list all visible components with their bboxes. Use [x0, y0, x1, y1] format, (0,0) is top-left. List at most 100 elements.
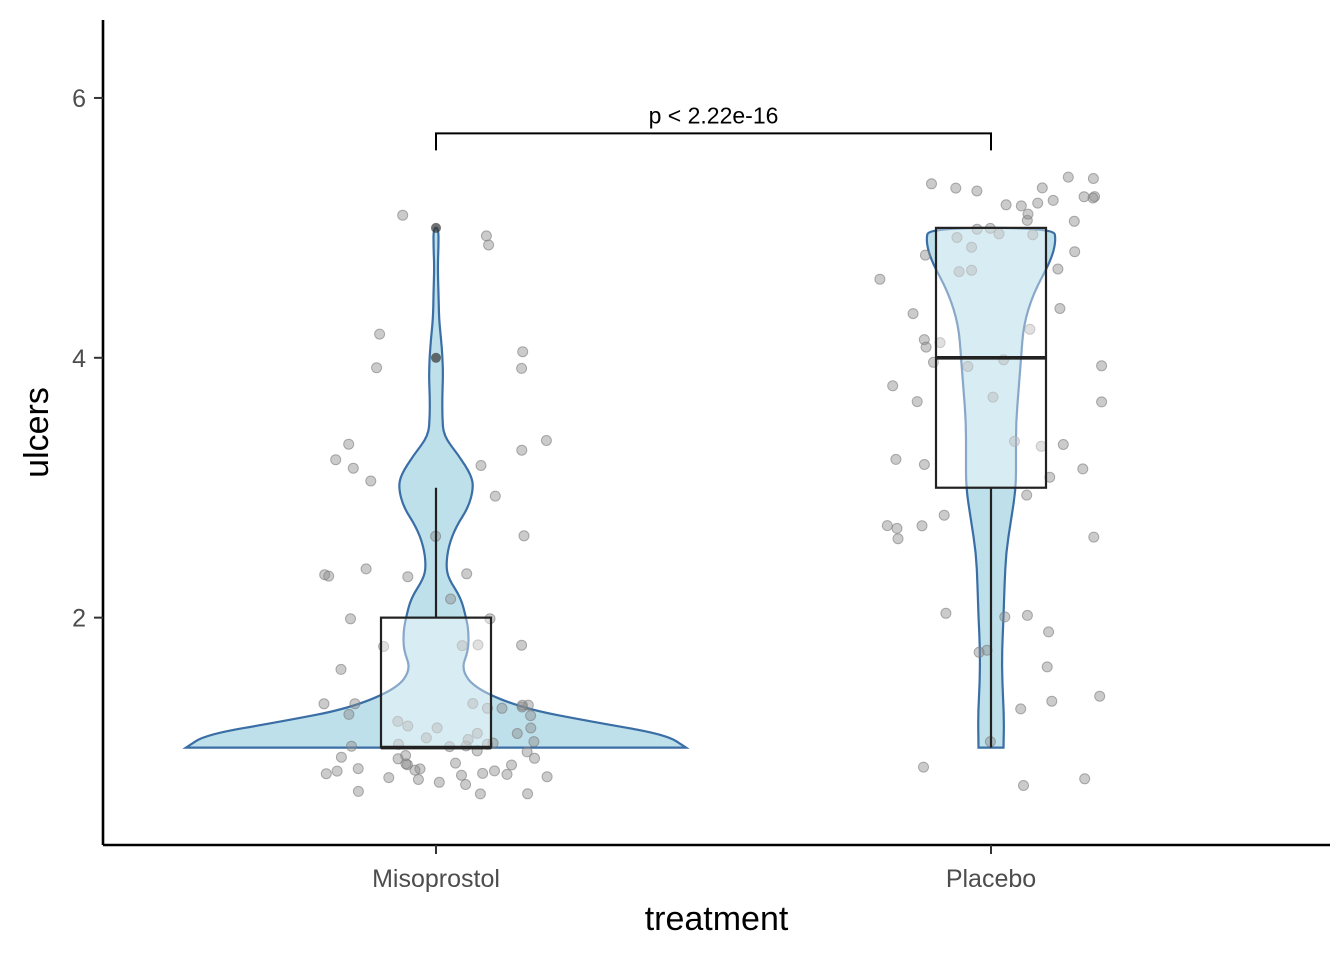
jitter-point — [525, 722, 537, 734]
jitter-point — [496, 702, 508, 714]
jitter-point — [320, 768, 332, 780]
jitter-point — [1087, 173, 1099, 184]
jitter-point — [874, 273, 886, 285]
jitter-point — [1089, 191, 1101, 203]
jitter-point — [506, 759, 517, 771]
outlier-point — [431, 222, 441, 233]
jitter-point — [920, 341, 932, 353]
x-axis-title: treatment — [645, 900, 789, 938]
jitter-point — [1068, 215, 1080, 227]
jitter-point — [323, 570, 335, 582]
jitter-points-layer — [318, 171, 1108, 800]
jitter-point — [433, 776, 445, 788]
jitter-point — [397, 209, 409, 221]
jitter-point — [926, 178, 937, 190]
jitter-point — [1024, 323, 1036, 335]
y-tick-label: 4 — [72, 345, 86, 373]
jitter-point — [402, 571, 414, 583]
significance-bracket — [435, 132, 992, 151]
jitter-point — [392, 753, 404, 765]
jitter-point — [489, 490, 501, 502]
jitter-point — [541, 771, 553, 783]
jitter-point — [516, 639, 528, 651]
jitter-point — [431, 722, 443, 734]
jitter-point — [475, 460, 487, 471]
jitter-point — [918, 761, 929, 773]
jitter-point — [1009, 435, 1020, 447]
jitter-point — [1044, 471, 1056, 483]
jitter-point — [352, 785, 364, 797]
x-tick-label: Placebo — [946, 865, 1036, 893]
jitter-point — [987, 391, 999, 403]
jitter-point — [1021, 609, 1033, 621]
jitter-point — [456, 769, 467, 781]
jitter-point — [518, 530, 530, 542]
jitter-point — [1057, 439, 1069, 450]
jitter-point — [1043, 626, 1055, 638]
jitter-point — [522, 788, 534, 800]
jitter-point — [1096, 396, 1108, 408]
jitter-point — [1054, 303, 1066, 314]
jitter-point — [477, 767, 489, 779]
jitter-point — [1094, 690, 1106, 702]
jitter-point — [962, 361, 974, 372]
jitter-point — [392, 715, 404, 727]
jitter-point — [456, 640, 468, 652]
jitter-point — [345, 613, 356, 625]
jitter-point — [1015, 200, 1027, 212]
jitter-point — [1032, 197, 1044, 209]
jitter-point — [1015, 703, 1027, 715]
axes: 2 4 6 Misoprostol Placebo treatment ulcers — [18, 20, 1330, 938]
jitter-point — [1062, 171, 1074, 183]
box-misoprostol — [379, 616, 493, 749]
jitter-point — [907, 308, 919, 320]
jitter-point — [1021, 489, 1033, 501]
jitter-point — [919, 249, 931, 261]
jitter-point — [483, 239, 495, 251]
jitter-point — [881, 520, 893, 532]
jitter-point — [360, 563, 372, 575]
significance-annotation: p < 2.22e-16 — [435, 102, 992, 151]
jitter-point — [461, 568, 473, 580]
jitter-point — [318, 698, 330, 710]
jitter-point — [953, 266, 965, 278]
jitter-point — [887, 380, 899, 392]
jitter-point — [480, 230, 492, 242]
jitter-point — [1047, 194, 1059, 206]
jitter-point — [330, 454, 342, 466]
jitter-point — [335, 751, 347, 763]
jitter-point — [462, 734, 474, 745]
jitter-point — [1069, 246, 1081, 258]
jitter-point — [516, 362, 528, 374]
jitter-point — [374, 328, 386, 340]
jitter-point — [349, 698, 361, 710]
jitter-point — [1046, 695, 1058, 707]
jitter-point — [999, 611, 1011, 623]
jitter-point — [343, 438, 355, 450]
jitter-point — [383, 772, 395, 784]
jitter-point — [400, 758, 412, 770]
jitter-point — [1036, 182, 1048, 194]
jitter-point — [352, 763, 364, 775]
jitter-point — [1041, 661, 1053, 673]
jitter-point — [918, 459, 930, 470]
jitter-point — [1088, 531, 1100, 543]
jitter-point — [371, 362, 383, 374]
jitter-point — [521, 746, 533, 758]
jitter-point — [938, 509, 950, 521]
jitter-point — [971, 223, 983, 235]
jitter-point — [528, 736, 540, 748]
y-tick-label: 2 — [72, 605, 86, 633]
jitter-point — [346, 740, 357, 752]
jitter-point — [516, 444, 528, 456]
jitter-point — [940, 607, 952, 619]
boxplot-layer — [379, 222, 1048, 750]
jitter-point — [973, 646, 985, 658]
jitter-point — [1022, 208, 1034, 220]
p-value-label: p < 2.22e-16 — [649, 102, 779, 128]
jitter-point — [402, 720, 414, 732]
jitter-point — [331, 765, 343, 777]
jitter-point — [489, 765, 500, 777]
jitter-point — [450, 757, 461, 769]
jitter-point — [467, 698, 479, 709]
